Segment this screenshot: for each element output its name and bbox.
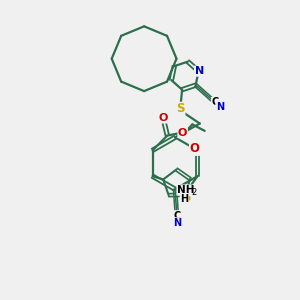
Text: N: N — [216, 102, 224, 112]
Text: C: C — [212, 98, 219, 107]
Text: S: S — [182, 191, 191, 204]
Text: N: N — [194, 66, 204, 76]
Text: O: O — [178, 128, 187, 138]
Text: O: O — [190, 142, 200, 155]
Text: C: C — [173, 211, 180, 221]
Text: H: H — [180, 194, 188, 204]
Text: O: O — [159, 113, 168, 123]
Text: S: S — [176, 102, 185, 115]
Text: NH: NH — [177, 185, 194, 195]
Text: 2: 2 — [191, 188, 196, 197]
Text: N: N — [173, 218, 181, 228]
